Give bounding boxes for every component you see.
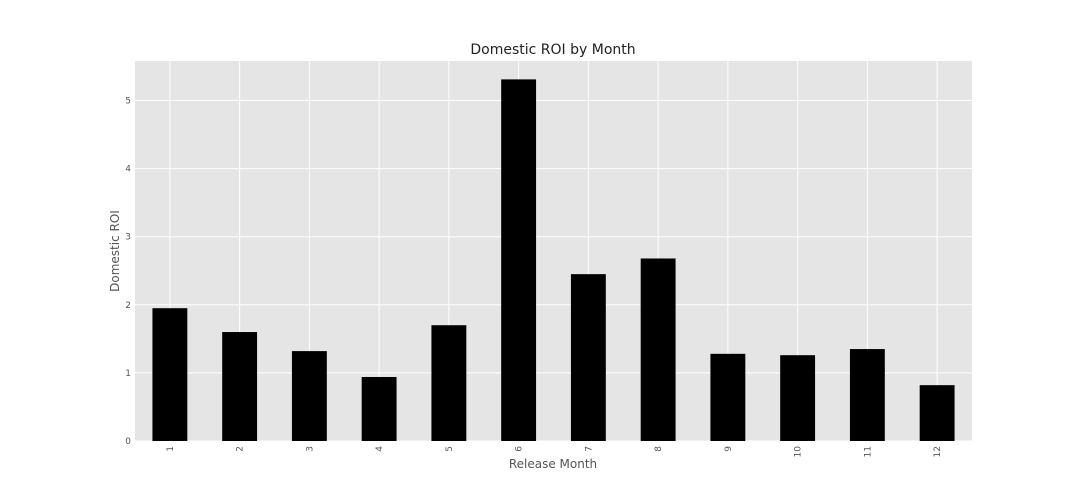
x-tick-label: 5 — [445, 446, 455, 452]
y-tick-label: 4 — [125, 165, 131, 175]
x-tick-label: 8 — [654, 446, 664, 452]
x-tick-label: 2 — [236, 446, 246, 452]
x-tick-label: 10 — [794, 446, 804, 458]
y-tick-labels: 0 1 2 3 4 5 — [125, 96, 131, 447]
y-tick-label: 5 — [125, 96, 131, 106]
x-tick-label: 6 — [515, 446, 525, 452]
bar-month-5 — [431, 325, 467, 441]
x-tick-label: 11 — [863, 446, 873, 457]
x-tick-label: 1 — [166, 446, 176, 452]
chart-title: Domestic ROI by Month — [470, 42, 635, 58]
y-tick-label: 3 — [125, 233, 131, 243]
x-tick-label: 3 — [305, 446, 315, 452]
bar-month-10 — [780, 355, 816, 441]
bar-month-9 — [710, 353, 746, 441]
bars-group — [152, 79, 955, 442]
bar-month-1 — [152, 308, 188, 441]
bar-month-3 — [291, 351, 327, 441]
x-tick-label: 12 — [933, 446, 943, 457]
y-axis-label: Domestic ROI — [108, 210, 122, 292]
bar-month-8 — [640, 258, 676, 441]
y-tick-label: 1 — [125, 369, 131, 379]
x-tick-label: 9 — [724, 446, 734, 452]
y-tick-label: 2 — [125, 301, 131, 311]
bar-month-4 — [361, 376, 397, 441]
bar-month-12 — [919, 385, 955, 441]
bar-month-7 — [570, 274, 606, 441]
bar-month-6 — [501, 79, 537, 442]
x-axis-label: Release Month — [509, 457, 597, 471]
x-tick-label: 7 — [584, 446, 594, 452]
x-tick-labels: 1 2 3 4 5 6 7 8 9 10 11 12 — [166, 446, 943, 458]
bar-month-11 — [849, 349, 885, 441]
x-tick-label: 4 — [375, 446, 385, 452]
y-tick-label: 0 — [125, 437, 131, 447]
bar-month-2 — [222, 332, 258, 441]
plot-area — [135, 61, 972, 441]
